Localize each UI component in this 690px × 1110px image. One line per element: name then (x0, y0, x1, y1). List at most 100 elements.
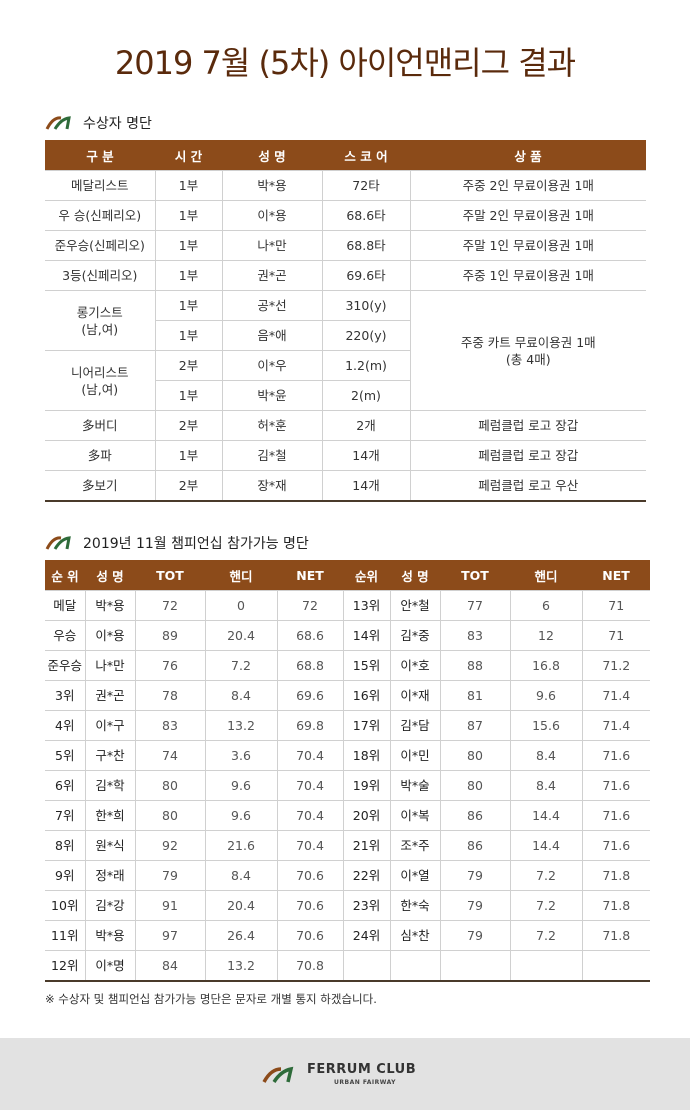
table-row: 메달 박*용 72 0 72 13위 안*철 77 6 71 (45, 590, 650, 621)
table-cell: 220(y) (321, 320, 410, 351)
column-header: 구 분 (45, 140, 155, 171)
table-cell: 정*래 (84, 860, 136, 891)
table-cell: 71.8 (581, 920, 650, 951)
table-cell: 78 (134, 680, 206, 711)
table-row: 11위 박*용 97 26.4 70.6 24위 심*찬 79 7.2 71.8 (45, 920, 650, 951)
table-cell: 1부 (154, 230, 223, 261)
table-cell: 1부 (154, 200, 223, 231)
table-row: 1부 음*애 220(y) (45, 320, 646, 351)
table-cell: 니어리스트 (남,여) (45, 350, 156, 411)
header-row: 구 분 시 간 성 명 스 코 어 상 품 (45, 140, 646, 171)
table-cell: 이*우 (221, 350, 323, 381)
table-cell: 1부 (154, 260, 223, 291)
table-cell: 17위 (342, 710, 391, 741)
table-cell: 이*용 (84, 620, 136, 651)
table-cell: 7.2 (204, 650, 278, 681)
table-cell: 79 (439, 920, 511, 951)
table-cell: 87 (439, 710, 511, 741)
table-cell: 80 (439, 740, 511, 771)
table-cell: 롱기스트 (남,여) (45, 290, 156, 351)
table-cell: 21.6 (204, 830, 278, 861)
table-cell: 26.4 (204, 920, 278, 951)
table-cell: 12위 (45, 950, 86, 982)
table-cell: 6 (509, 590, 583, 621)
table-cell: 페럼클럽 로고 장갑 (409, 410, 646, 441)
section-title: 2019년 11월 챔피언십 참가가능 명단 (83, 536, 309, 552)
table-row: 3등(신페리오) 1부 권*곤 69.6타 주중 1인 무료이용권 1매 (45, 260, 646, 291)
table-cell: 안*철 (389, 590, 441, 621)
table-cell: 조*주 (389, 830, 441, 861)
table-cell: 69.8 (276, 710, 344, 741)
table-cell: 1.2(m) (321, 350, 410, 381)
table-cell: 3.6 (204, 740, 278, 771)
table-cell: 310(y) (321, 290, 411, 321)
table-cell: 김*강 (84, 890, 136, 921)
empty-cell (389, 950, 441, 982)
table-cell: 77 (439, 590, 511, 621)
table-cell: 이*구 (84, 710, 136, 741)
table-cell: 이*명 (84, 950, 136, 982)
table-cell: 83 (439, 620, 511, 651)
table-cell: 20.4 (204, 620, 278, 651)
table-cell: 79 (439, 860, 511, 891)
table-row: 8위 원*식 92 21.6 70.4 21위 조*주 86 14.4 71.6 (45, 830, 650, 861)
table-cell: 76 (134, 650, 206, 681)
table-cell: 14위 (342, 620, 391, 651)
table-cell: 68.8타 (321, 230, 411, 261)
column-header: 핸디 (205, 560, 277, 591)
table-cell: 7위 (45, 800, 86, 831)
table-cell: 70.4 (276, 770, 344, 801)
table-cell: 71.4 (581, 680, 650, 711)
table-row: 6위 김*학 80 9.6 70.4 19위 박*술 80 8.4 71.6 (45, 770, 650, 801)
table-cell: 71.4 (581, 710, 650, 741)
table-cell: 7.2 (509, 920, 583, 951)
table-cell: 97 (134, 920, 206, 951)
awards-table: 구 분 시 간 성 명 스 코 어 상 품 메달리스트 1부 박*용 72타 주중 2인… (45, 140, 646, 502)
table-cell: 우승 (45, 620, 86, 651)
table-cell: 71 (581, 590, 650, 621)
icon (45, 116, 71, 130)
table-cell: 주말 1인 무료이용권 1매 (409, 230, 646, 261)
table-cell: 8.4 (204, 680, 278, 711)
table-cell: 22위 (342, 860, 391, 891)
table-cell: 이*열 (389, 860, 441, 891)
table-row: 9위 정*래 79 8.4 70.6 22위 이*열 79 7.2 71.8 (45, 860, 650, 891)
column-header: 성 명 (85, 560, 135, 591)
table-cell: 김*담 (389, 710, 441, 741)
table-row: 우승 이*용 89 20.4 68.6 14위 김*중 83 12 71 (45, 620, 650, 651)
table-cell: 우 승(신페리오) (45, 200, 156, 231)
table-cell: 주중 카트 무료이용권 1매 (총 4매) (409, 290, 646, 411)
table-cell: 18위 (342, 740, 391, 771)
table-cell: 68.6 (276, 620, 344, 651)
table-cell: 70.4 (276, 740, 344, 771)
table-cell: 박*용 (221, 170, 323, 201)
empty-cell (509, 950, 583, 982)
table-cell: 7.2 (509, 890, 583, 921)
table-row: 준우승 나*만 76 7.2 68.8 15위 이*호 88 16.8 71.2 (45, 650, 650, 681)
table-cell: 23위 (342, 890, 391, 921)
table-cell: 나*만 (221, 230, 323, 261)
table-cell: 5위 (45, 740, 86, 771)
table-cell: 이*복 (389, 800, 441, 831)
table-cell: 14.4 (509, 830, 583, 861)
table-cell: 2부 (154, 470, 223, 502)
column-header: NET (277, 560, 343, 591)
table-row: 多보기 2부 장*재 14개 페럼클럽 로고 우산 (45, 470, 646, 502)
table-cell: 13.2 (204, 950, 278, 982)
table-row: 준우승(신페리오) 1부 나*만 68.8타 주말 1인 무료이용권 1매 (45, 230, 646, 261)
table-cell: 71.2 (581, 650, 650, 681)
table-cell: 多파 (45, 440, 156, 471)
table-cell: 74 (134, 740, 206, 771)
table-cell: 12 (509, 620, 583, 651)
table-cell: 1부 (155, 320, 223, 351)
empty-cell (581, 950, 650, 982)
empty-cell (439, 950, 511, 982)
table-cell: 9.6 (204, 770, 278, 801)
table-cell: 72 (276, 590, 344, 621)
table-cell: 박*용 (84, 920, 136, 951)
table-cell: 多버디 (45, 410, 156, 441)
table-cell: 72 (134, 590, 206, 621)
